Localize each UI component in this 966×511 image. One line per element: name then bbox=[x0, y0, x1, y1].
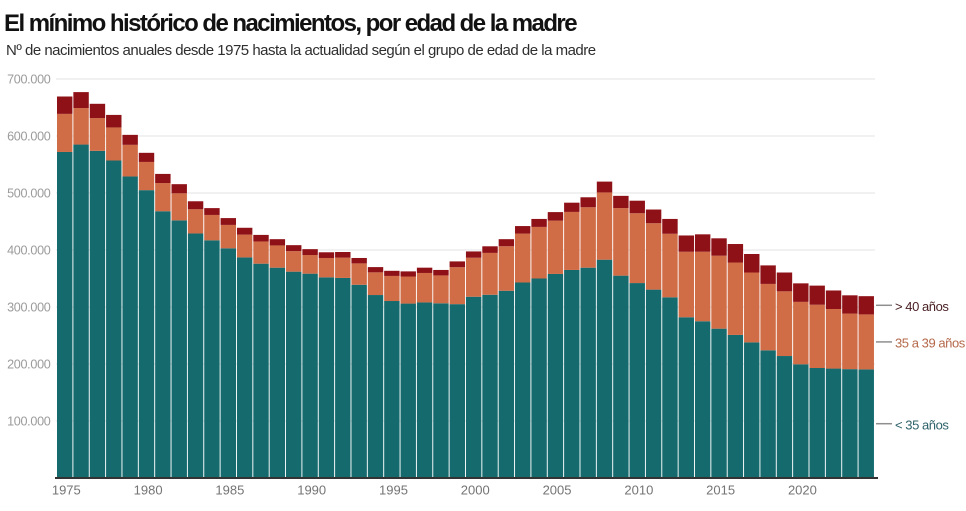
svg-text:200.000: 200.000 bbox=[7, 357, 51, 371]
svg-text:2010: 2010 bbox=[624, 483, 653, 498]
svg-text:1995: 1995 bbox=[379, 483, 408, 498]
svg-text:< 35 años: < 35 años bbox=[895, 417, 949, 432]
svg-text:500.000: 500.000 bbox=[7, 186, 51, 200]
svg-text:400.000: 400.000 bbox=[7, 243, 51, 257]
svg-text:300.000: 300.000 bbox=[7, 300, 51, 314]
svg-text:2000: 2000 bbox=[461, 483, 490, 498]
svg-text:2015: 2015 bbox=[706, 483, 735, 498]
svg-text:1975: 1975 bbox=[52, 483, 81, 498]
svg-text:700.000: 700.000 bbox=[7, 72, 51, 86]
svg-text:100.000: 100.000 bbox=[7, 414, 51, 428]
svg-text:600.000: 600.000 bbox=[7, 129, 51, 143]
svg-text:1985: 1985 bbox=[215, 483, 244, 498]
svg-text:35 a 39 años: 35 a 39 años bbox=[895, 336, 966, 351]
svg-text:2020: 2020 bbox=[788, 483, 817, 498]
svg-text:1990: 1990 bbox=[297, 483, 326, 498]
svg-text:1980: 1980 bbox=[134, 483, 163, 498]
svg-text:> 40 años: > 40 años bbox=[895, 299, 949, 314]
svg-text:2005: 2005 bbox=[543, 483, 572, 498]
